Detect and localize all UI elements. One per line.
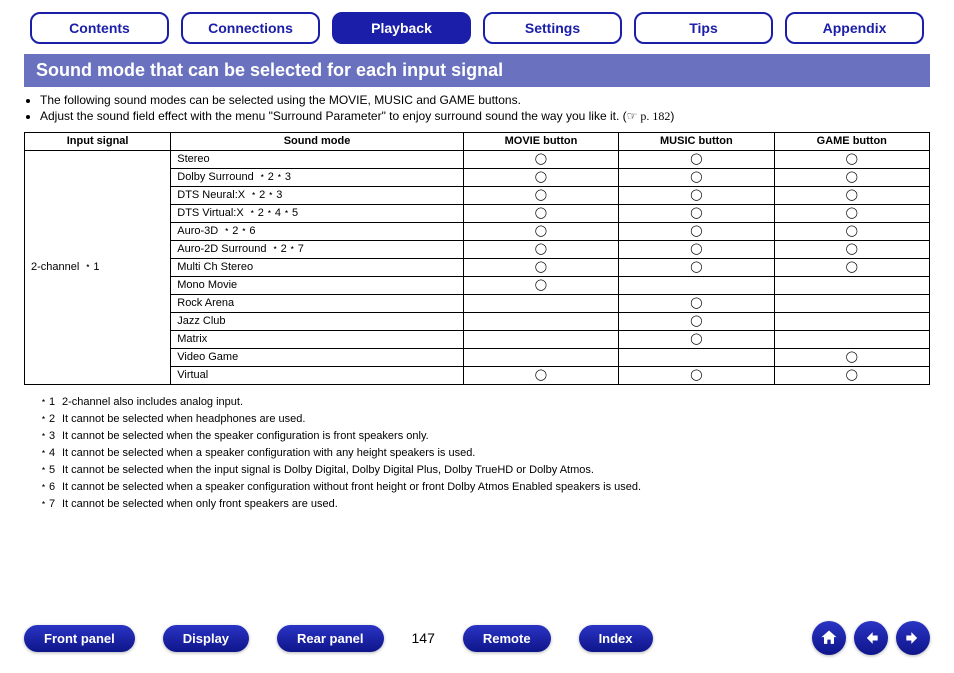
music-cell: ◯ [619,223,774,241]
music-cell: ◯ [619,295,774,313]
game-cell: ◯ [774,223,929,241]
footnotes: ﹡12-channel also includes analog input. … [38,393,930,511]
game-cell [774,313,929,331]
movie-cell: ◯ [463,259,618,277]
game-cell: ◯ [774,259,929,277]
input-signal-cell: 2-channel ﹡1 [25,151,171,385]
page-ref-link[interactable]: ☞ p. 182 [627,109,671,123]
movie-cell [463,331,618,349]
sound-mode-cell: DTS Neural:X ﹡2﹡3 [171,187,464,205]
footnote-2: ﹡2It cannot be selected when headphones … [38,410,930,426]
home-button[interactable] [812,621,846,655]
tab-appendix[interactable]: Appendix [785,12,924,44]
footnote-6: ﹡6It cannot be selected when a speaker c… [38,478,930,494]
movie-cell [463,349,618,367]
footnote-3: ﹡3It cannot be selected when the speaker… [38,427,930,443]
display-button[interactable]: Display [163,625,249,652]
movie-cell: ◯ [463,277,618,295]
sound-mode-cell: Auro-2D Surround ﹡2﹡7 [171,241,464,259]
tab-contents[interactable]: Contents [30,12,169,44]
sound-mode-cell: Dolby Surround ﹡2﹡3 [171,169,464,187]
movie-cell: ◯ [463,169,618,187]
game-cell: ◯ [774,367,929,385]
movie-cell [463,295,618,313]
footnote-1: ﹡12-channel also includes analog input. [38,393,930,409]
music-cell: ◯ [619,367,774,385]
page-number: 147 [412,630,435,646]
movie-cell: ◯ [463,187,618,205]
movie-cell: ◯ [463,241,618,259]
movie-cell: ◯ [463,223,618,241]
music-cell [619,277,774,295]
music-cell: ◯ [619,241,774,259]
sound-mode-cell: Video Game [171,349,464,367]
arrow-right-icon [903,628,923,648]
game-cell: ◯ [774,169,929,187]
music-cell: ◯ [619,259,774,277]
game-cell [774,277,929,295]
movie-cell: ◯ [463,151,618,169]
table-row: 2-channel ﹡1Stereo◯◯◯ [25,151,930,169]
sound-mode-cell: Rock Arena [171,295,464,313]
bottom-bar: Front panel Display Rear panel 147 Remot… [24,621,930,655]
tab-tips[interactable]: Tips [634,12,773,44]
arrow-left-icon [861,628,881,648]
bullet-2-post: ) [670,109,674,123]
music-cell [619,349,774,367]
th-input: Input signal [25,133,171,151]
game-cell: ◯ [774,151,929,169]
sound-mode-cell: Virtual [171,367,464,385]
rear-panel-button[interactable]: Rear panel [277,625,383,652]
sound-mode-cell: Stereo [171,151,464,169]
front-panel-button[interactable]: Front panel [24,625,135,652]
music-cell: ◯ [619,151,774,169]
game-cell [774,331,929,349]
top-tabs: Contents Connections Playback Settings T… [24,12,930,44]
game-cell: ◯ [774,187,929,205]
game-cell [774,295,929,313]
movie-cell [463,313,618,331]
footnote-5: ﹡5It cannot be selected when the input s… [38,461,930,477]
game-cell: ◯ [774,241,929,259]
music-cell: ◯ [619,331,774,349]
sound-mode-cell: Mono Movie [171,277,464,295]
th-music: MUSIC button [619,133,774,151]
bullet-2-pre: Adjust the sound field effect with the m… [40,109,627,123]
tab-settings[interactable]: Settings [483,12,622,44]
sound-mode-cell: Multi Ch Stereo [171,259,464,277]
home-icon [819,628,839,648]
next-page-button[interactable] [896,621,930,655]
music-cell: ◯ [619,313,774,331]
th-mode: Sound mode [171,133,464,151]
section-heading: Sound mode that can be selected for each… [24,54,930,87]
intro-bullets: The following sound modes can be selecte… [40,93,930,124]
tab-playback[interactable]: Playback [332,12,471,44]
th-game: GAME button [774,133,929,151]
sound-mode-cell: DTS Virtual:X ﹡2﹡4﹡5 [171,205,464,223]
music-cell: ◯ [619,205,774,223]
index-button[interactable]: Index [579,625,653,652]
movie-cell: ◯ [463,367,618,385]
tab-connections[interactable]: Connections [181,12,320,44]
remote-button[interactable]: Remote [463,625,551,652]
th-movie: MOVIE button [463,133,618,151]
bullet-2: Adjust the sound field effect with the m… [40,109,930,124]
prev-page-button[interactable] [854,621,888,655]
sound-mode-cell: Jazz Club [171,313,464,331]
music-cell: ◯ [619,169,774,187]
sound-mode-table: Input signal Sound mode MOVIE button MUS… [24,132,930,385]
footnote-7: ﹡7It cannot be selected when only front … [38,495,930,511]
sound-mode-cell: Matrix [171,331,464,349]
movie-cell: ◯ [463,205,618,223]
game-cell: ◯ [774,205,929,223]
bullet-1: The following sound modes can be selecte… [40,93,930,107]
footnote-4: ﹡4It cannot be selected when a speaker c… [38,444,930,460]
game-cell: ◯ [774,349,929,367]
music-cell: ◯ [619,187,774,205]
sound-mode-cell: Auro-3D ﹡2﹡6 [171,223,464,241]
